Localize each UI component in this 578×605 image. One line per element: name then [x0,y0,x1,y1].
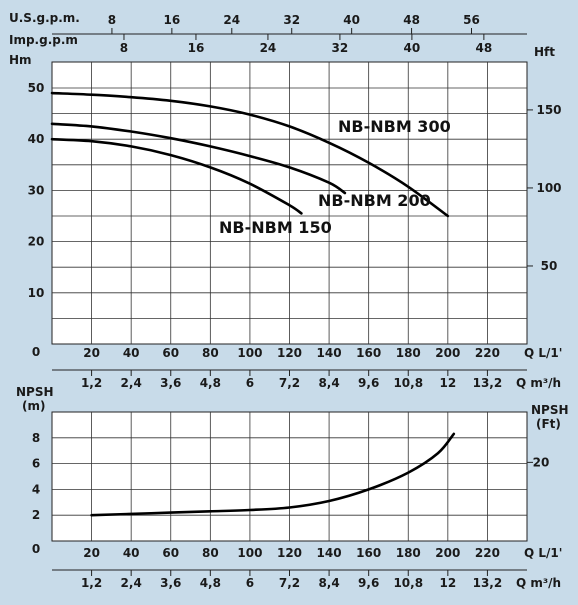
origin-label: 0 [32,345,40,359]
top-axis-impgpm-tick-label: 40 [404,41,421,55]
series-label: NB-NBM 150 [219,218,332,237]
top-axis-usgpm-tick-label: 32 [283,13,300,27]
npsh-x-axis-label: Q L/1' [524,546,562,560]
secondary-x-tick-label: 4,8 [200,376,221,390]
y-axis-right-label: Hft [534,45,555,59]
x-tick-label: 180 [396,346,421,360]
npsh-x-tick-label: 60 [162,546,179,560]
top-axis-usgpm-label: U.S.g.p.m. [9,11,80,25]
secondary-x-tick-label: 13,2 [473,376,503,390]
secondary-x-tick-label: 6 [246,376,254,390]
npsh-origin-label: 0 [32,542,40,556]
npsh-secondary-x-tick-label: 3,6 [160,576,181,590]
npsh-x-tick-label: 20 [83,546,100,560]
top-axis-usgpm-tick-label: 48 [403,13,420,27]
top-axis-impgpm-tick-label: 24 [260,41,277,55]
npsh-chart [51,411,533,576]
top-axis-usgpm-tick-label: 56 [463,13,480,27]
npsh-x-tick-label: 220 [475,546,500,560]
x-tick-label: 100 [237,346,262,360]
npsh-curve [90,432,456,517]
y-right-tick-label: 50 [541,259,558,273]
npsh-y-tick-label: 2 [32,508,40,522]
y-axis-left-label: Hm [9,53,32,67]
top-axis-usgpm-tick-label: 8 [108,13,116,27]
series-label: NB-NBM 300 [338,117,451,136]
head-curve-nb-nbm-300 [50,91,450,218]
npsh-y-tick-label: 4 [32,482,40,496]
npsh-secondary-x-tick-label: 1,2 [81,576,102,590]
y-tick-label: 10 [28,286,45,300]
npsh-y-tick-label: 6 [32,457,40,471]
npsh-y-axis-left-label: NPSH [16,385,54,399]
secondary-x-tick-label: 1,2 [81,376,102,390]
top-axis-usgpm-tick-label: 16 [164,13,181,27]
y-tick-label: 50 [28,81,45,95]
x-tick-label: 200 [435,346,460,360]
npsh-y-right-tick-label: 20 [533,455,550,469]
npsh-secondary-x-tick-label: 13,2 [473,576,503,590]
x-tick-label: 140 [317,346,342,360]
npsh-secondary-x-tick-label: 9,6 [358,576,379,590]
top-axis-impgpm-tick-label: 8 [120,41,128,55]
y-tick-label: 20 [28,235,45,249]
npsh-secondary-x-tick-label: 2,4 [121,576,142,590]
x-tick-label: 120 [277,346,302,360]
top-axis-impgpm-label: Imp.g.p.m [9,33,78,47]
top-axis-usgpm-tick-label: 40 [343,13,360,27]
secondary-x-tick-label: 12 [439,376,456,390]
npsh-y-axis-right-label: NPSH [531,403,569,417]
npsh-secondary-x-tick-label: 6 [246,576,254,590]
npsh-secondary-x-tick-label: 10,8 [393,576,423,590]
secondary-x-tick-label: 9,6 [358,376,379,390]
y-tick-label: 30 [28,183,45,197]
series-label: NB-NBM 200 [318,191,431,210]
npsh-y-axis-right-unit: (Ft) [536,417,561,431]
npsh-secondary-x-tick-label: 4,8 [200,576,221,590]
npsh-secondary-x-tick-label: 12 [439,576,456,590]
npsh-x-tick-label: 100 [237,546,262,560]
x-tick-label: 80 [202,346,219,360]
secondary-x-tick-label: 8,4 [318,376,339,390]
npsh-secondary-x-tick-label: 8,4 [318,576,339,590]
x-tick-label: 20 [83,346,100,360]
top-axis-impgpm-tick-label: 48 [476,41,493,55]
x-tick-label: 220 [475,346,500,360]
y-right-tick-label: 100 [536,181,561,195]
npsh-x-tick-label: 200 [435,546,460,560]
y-tick-label: 40 [28,132,45,146]
x-axis-label: Q L/1' [524,346,562,360]
head-chart [50,28,533,376]
x-tick-label: 60 [162,346,179,360]
npsh-y-axis-left-unit: (m) [22,399,45,413]
top-axis-impgpm-tick-label: 32 [332,41,349,55]
secondary-x-tick-label: 10,8 [393,376,423,390]
npsh-x-tick-label: 180 [396,546,421,560]
top-axis-usgpm-tick-label: 24 [223,13,240,27]
secondary-x-tick-label: 2,4 [121,376,142,390]
x-tick-label: 40 [123,346,140,360]
npsh-x-tick-label: 120 [277,546,302,560]
head-curve-nb-nbm-150 [50,137,303,215]
npsh-x-tick-label: 40 [123,546,140,560]
secondary-x-tick-label: 7,2 [279,376,300,390]
x-tick-label: 160 [356,346,381,360]
npsh-secondary-x-axis-label: Q m³/h [516,576,561,590]
npsh-x-tick-label: 140 [317,546,342,560]
npsh-x-tick-label: 80 [202,546,219,560]
npsh-y-tick-label: 8 [32,431,40,445]
secondary-x-tick-label: 3,6 [160,376,181,390]
npsh-x-tick-label: 160 [356,546,381,560]
top-axis-impgpm-tick-label: 16 [188,41,205,55]
secondary-x-axis-label: Q m³/h [516,376,561,390]
y-right-tick-label: 150 [536,103,561,117]
npsh-secondary-x-tick-label: 7,2 [279,576,300,590]
head-curve-nb-nbm-200 [50,122,347,195]
